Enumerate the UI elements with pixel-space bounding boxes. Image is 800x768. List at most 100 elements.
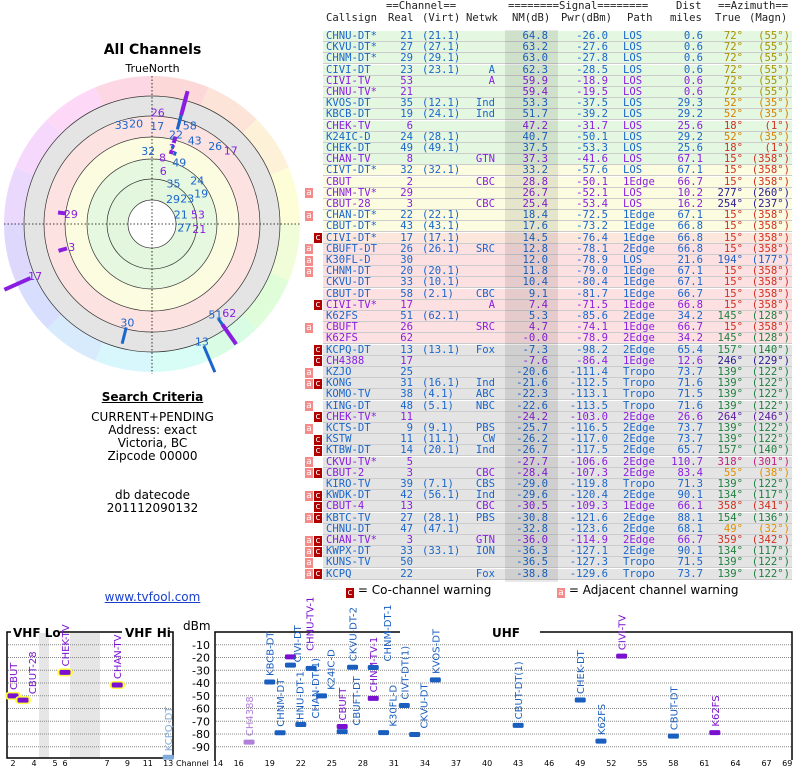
table-row[interactable]: CHNU-TV* 21 59.4 -19.5 LOS 0.6 72° (55°) [323, 87, 792, 98]
table-row[interactable]: KCPQ 22 Fox -38.8 -129.6 Tropo 73.7 139° (122°) [323, 567, 792, 580]
x-tick-label: 31 [389, 759, 399, 768]
table-row[interactable]: K62FS 51 (62.1) 5.3 -85.6 2Edge 34.2 145° (128°) [323, 311, 792, 322]
cell-pwr: -127.3 [569, 556, 608, 569]
table-row[interactable]: KBCB-DT 19 (24.1) Ind 51.7 -39.2 LOS 29.2 52° (35… [323, 109, 792, 121]
cell-virt: (2.1) [422, 287, 454, 300]
cell-real: 3 [406, 466, 413, 479]
cochannel-warning-icon: c [314, 356, 322, 367]
table-row[interactable]: CKVU-DT 33 (10.1) 10.4 -80.4 1Edge 67.1 15° (358… [323, 276, 792, 289]
table-row[interactable]: CHAN-TV* 3 GTN -36.0 -114.9 2Edge 66.7 359° (342… [323, 535, 792, 546]
table-row[interactable]: K62FS 62 -0.0 -78.9 2Edge 34.2 145° (128°) [323, 333, 792, 345]
cell-virt: (62.1) [422, 310, 461, 322]
table-row[interactable]: CHEK-TV* 11 -24.2 -103.0 2Edge 26.6 264° (246°) [323, 410, 792, 423]
cell-nm: -29.6 [516, 489, 548, 502]
station-mark-label: CBUFT-DT [352, 675, 363, 725]
cell-path: LOS [623, 130, 643, 143]
table-row[interactable]: CH4388 17 -7.6 -86.4 1Edge 12.6 246° (229°) [323, 354, 792, 367]
polar-title: All Channels [103, 42, 202, 58]
cell-callsign: KCPQ [326, 567, 352, 580]
cell-nm: -25.7 [516, 422, 548, 434]
table-row[interactable]: KSTW 11 (11.1) CW -26.2 -117.0 2Edge 73.7 139° (1… [323, 434, 792, 446]
table-row[interactable]: CHNM-DT 20 (20.1) 11.8 -79.0 1Edge 67.1 15° (358… [323, 265, 792, 278]
table-row[interactable]: CIVI-TV* 17 A 7.4 -71.5 1Edge 66.8 15° (358°) [323, 299, 792, 311]
table-row[interactable]: CIVI-TV 53 A 59.9 -18.9 LOS 0.6 72° (55°) [323, 75, 792, 87]
cell-callsign: CH4388 [326, 354, 365, 367]
cell-magn: (140°) [751, 444, 790, 457]
table-row[interactable]: CHEK-TV 6 47.2 -31.7 LOS 25.6 18° (1°) [323, 120, 792, 132]
x-tick-label: 5 [52, 759, 57, 768]
cell-nm: 4.7 [528, 321, 548, 334]
table-row[interactable]: CHEK-DT 49 (49.1) 37.5 -53.3 LOS 25.6 18° (1°) [323, 143, 792, 154]
signal-bar [57, 210, 67, 216]
cell-netwk: CBC [475, 466, 495, 479]
table-row[interactable]: KCPQ-DT 13 (13.1) Fox -7.3 -98.2 2Edge 65.4 157°… [323, 344, 792, 356]
cell-real: 2 [406, 175, 413, 188]
cell-nm: -26.7 [516, 444, 548, 457]
table-row[interactable]: CIVI-DT* 17 (17.1) 14.5 -76.4 1Edge 66.8 15° (35… [323, 231, 792, 244]
table-row[interactable]: KONG 31 (16.1) Ind -21.6 -112.5 Tropo 71.6 139° (… [323, 377, 792, 390]
table-row[interactable]: CHAN-DT* 22 (22.1) 18.4 -72.5 1Edge 67.1 15° (35… [323, 209, 792, 222]
adjacent-warning-icon: a [305, 535, 313, 546]
table-row[interactable]: KBTC-TV 27 (28.1) PBS -30.8 -121.6 2Edge 88.1 15… [323, 511, 792, 524]
station-mark [336, 729, 348, 735]
cell-dist: 67.1 [677, 276, 703, 289]
table-row[interactable]: CBUT-DT 58 (2.1) CBC 9.1 -81.7 1Edge 66.7 15° (35… [323, 287, 792, 300]
cell-magn: (122°) [751, 567, 790, 580]
cell-callsign: CIVI-DT [326, 63, 371, 76]
table-row[interactable]: CBUFT 26 SRC 4.7 -74.1 1Edge 66.7 15° (358°) [323, 321, 792, 334]
cell-path: 2Edge [623, 422, 655, 434]
table-row[interactable]: KING-DT 48 (5.1) NBC -22.6 -113.5 Tropo 71.6 139… [323, 399, 792, 412]
cell-true: 277° [717, 186, 743, 199]
table-row[interactable]: CBUFT-DT 26 (26.1) SRC 12.8 -78.1 2Edge 66.8 15°… [323, 242, 792, 255]
cell-magn: (122°) [751, 399, 790, 412]
table-row[interactable]: KTBW-DT 14 (20.1) Ind -26.7 -117.5 2Edge 65.7 15… [323, 444, 792, 457]
cell-dist: 66.7 [677, 321, 703, 334]
table-row[interactable]: K30FL-D 30 12.0 -78.9 LOS 21.6 194° (177°) [323, 255, 792, 266]
cell-nm: -36.5 [516, 556, 548, 569]
cell-magn: (246°) [751, 410, 790, 423]
table-row[interactable]: KWPX-DT 33 (33.1) ION -36.3 -127.1 2Edge 90.1 13… [323, 545, 792, 558]
header-dist-group: Dist [676, 0, 702, 12]
table-row[interactable]: CHNM-DT* 29 (29.1) 63.0 -27.8 LOS 0.6 72° (55°) [323, 53, 792, 65]
table-row[interactable]: CBUT-28 3 CBC 25.4 -53.4 LOS 16.2 254° (237°) [323, 199, 792, 210]
table-row[interactable]: KUNS-TV 50 -36.5 -127.3 Tropo 71.5 139° (122°) [323, 556, 792, 569]
cell-magn: (128°) [751, 310, 790, 322]
cell-true: 55° [723, 466, 743, 479]
table-row[interactable]: CIVI-DT 23 (23.1) A 62.3 -28.5 LOS 0.6 72° (55°) [323, 63, 792, 76]
table-row[interactable]: K24IC-D 24 (28.1) 40.7 -50.1 LOS 29.2 52° (35°) [323, 130, 792, 143]
x-tick-label: 25 [327, 759, 337, 768]
table-row[interactable]: KCTS-DT 9 (9.1) PBS -25.7 -116.5 2Edge 73.7 139°… [323, 423, 792, 434]
cell-virt: (49.1) [422, 142, 461, 154]
table-row[interactable]: KVOS-DT 35 (12.1) Ind 53.3 -37.5 LOS 29.3 52° (35… [323, 98, 792, 110]
table-row[interactable]: CHNU-DT 47 (47.1) -32.8 -123.6 2Edge 68.1 49° (3… [323, 523, 792, 535]
table-row[interactable]: CBUT-DT* 43 (43.1) 17.6 -73.2 1Edge 66.8 15° (35… [323, 221, 792, 233]
cell-pwr: -119.8 [569, 478, 608, 490]
table-row[interactable]: CHAN-TV 8 GTN 37.3 -41.6 LOS 67.1 15° (358°) [323, 154, 792, 166]
table-row[interactable]: CBUT-2 3 CBC -28.4 -107.3 2Edge 83.4 55° (38°) [323, 466, 792, 479]
cell-virt: (33.1) [422, 545, 461, 558]
cell-nm: 14.5 [522, 231, 548, 244]
cell-dist: 0.6 [683, 86, 703, 98]
table-row[interactable]: KIRO-TV 39 (7.1) CBS -29.0 -119.8 Tropo 71.3 139… [323, 479, 792, 490]
table-row[interactable]: CHNM-TV* 29 26.7 -52.1 LOS 10.2 277° (260°) [323, 186, 792, 199]
cell-path: 1Edge [623, 287, 655, 300]
cell-real: 27 [400, 511, 413, 524]
table-row[interactable]: CIVT-DT* 32 (32.1) 33.2 -57.6 LOS 67.1 15° (358°… [323, 165, 792, 177]
table-row[interactable]: KWDK-DT 42 (56.1) Ind -29.6 -120.4 2Edge 90.1 13… [323, 489, 792, 502]
cell-path: 1Edge [623, 265, 655, 278]
cell-dist: 67.1 [677, 209, 703, 222]
table-row[interactable]: KZJO 25 -20.6 -111.4 Tropo 73.7 139° (122°) [323, 367, 792, 378]
cell-real: 31 [400, 377, 413, 390]
table-row[interactable]: CKVU-DT* 27 (27.1) 63.2 -27.6 LOS 0.6 72° (55°) [323, 42, 792, 54]
table-row[interactable]: CBUT-4 13 CBC -30.5 -109.3 1Edge 66.1 358° (341°… [323, 501, 792, 513]
table-row[interactable]: KOMO-TV 38 (4.1) ABC -22.3 -113.1 Tropo 71.5 139… [323, 389, 792, 401]
table-row[interactable]: CBUT 2 CBC 28.8 -50.1 1Edge 66.7 15° (358°) [323, 175, 792, 188]
datecode-value: 201112090132 [106, 501, 199, 515]
cell-true: 15° [723, 242, 743, 255]
station-mark-label: CHNU-TV-1 [305, 597, 316, 651]
adjacent-warning-icon: a [305, 188, 313, 199]
cell-path: 2Edge [623, 511, 655, 524]
table-row[interactable]: CKVU-TV* 5 -27.7 -106.6 2Edge 110.7 318° (301°) [323, 456, 792, 468]
table-row[interactable]: CHNU-DT* 21 (21.1) 64.8 -26.0 LOS 0.6 72° (55°) [323, 31, 792, 42]
tvfool-link[interactable]: www.tvfool.com [104, 590, 201, 604]
